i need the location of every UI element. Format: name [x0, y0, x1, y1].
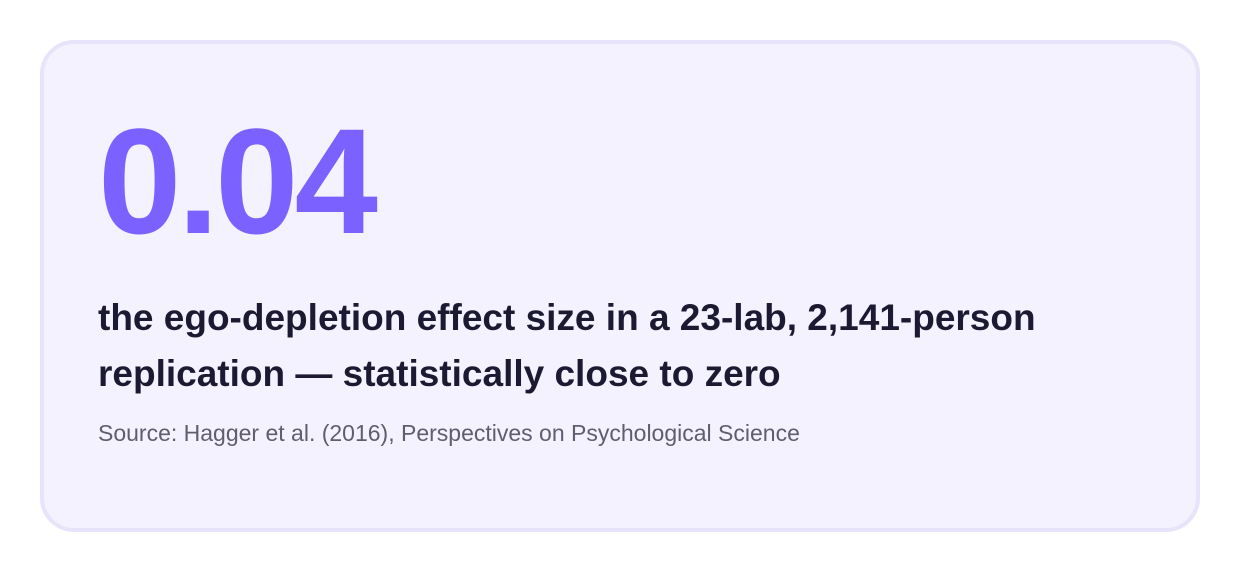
stat-value: 0.04: [98, 97, 378, 265]
stat-description: the ego-depletion effect size in a 23-la…: [98, 297, 1036, 394]
stat-card: 0.04 the ego-depletion effect size in a …: [40, 40, 1200, 532]
source-citation: Source: Hagger et al. (2016), Perspectiv…: [98, 420, 800, 446]
